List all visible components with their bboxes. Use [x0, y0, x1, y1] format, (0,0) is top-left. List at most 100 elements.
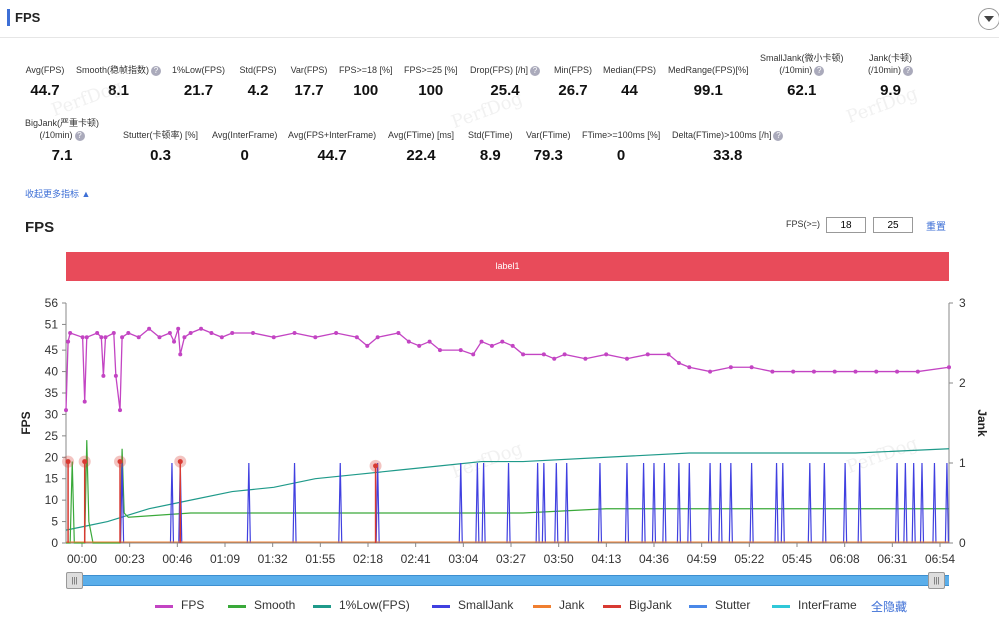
- metric-card: Smooth(稳帧指数)? 8.1: [76, 64, 162, 99]
- metric-value: 22.4: [406, 147, 436, 164]
- slider-track[interactable]: [66, 575, 949, 586]
- y2-tick-label: 0: [959, 536, 966, 550]
- metric-card: Std(FPS) 4.2: [238, 64, 278, 99]
- metric-value: 21.7: [183, 82, 214, 99]
- fps-point: [157, 335, 162, 340]
- legend-swatch: [155, 605, 173, 608]
- smalljank-spike: [564, 462, 569, 544]
- fps-point: [182, 335, 187, 340]
- collapse-metrics-link[interactable]: 收起更多指标 ▲: [25, 189, 91, 199]
- metric-card: Min(FPS) 26.7: [553, 64, 593, 99]
- fps-point: [199, 326, 204, 331]
- y-axis-title: FPS: [19, 411, 33, 434]
- time-range-slider[interactable]: ||| |||: [66, 572, 949, 589]
- collapse-button[interactable]: [978, 8, 999, 30]
- x-tick-label: 06:31: [877, 552, 907, 566]
- fps-point: [120, 335, 125, 340]
- metric-value: 0: [240, 147, 249, 164]
- metric-card: FTime>=100ms [%] 0: [582, 129, 660, 164]
- fps-point: [101, 373, 106, 378]
- fps-point: [271, 335, 276, 340]
- fps-series-line: [65, 327, 950, 411]
- smalljank-spike: [774, 462, 779, 544]
- metric-value: 62.1: [787, 82, 817, 99]
- help-icon[interactable]: ?: [773, 130, 784, 141]
- fps-point: [66, 339, 71, 344]
- metric-card: MedRange(FPS)[%] 99.1: [668, 64, 749, 99]
- bigjank-marker: [373, 463, 379, 469]
- metric-value: 0: [616, 147, 626, 164]
- metric-label: Avg(InterFrame): [212, 130, 278, 140]
- metric-value: 26.7: [558, 82, 588, 99]
- metric-value: 0.3: [150, 147, 171, 164]
- fps-point: [458, 348, 463, 353]
- smalljank-spike: [944, 462, 950, 544]
- x-tick-label: 04:13: [591, 552, 621, 566]
- fps-threshold-input-2[interactable]: [873, 217, 913, 233]
- smalljank-spike: [541, 462, 546, 544]
- help-icon[interactable]: ?: [74, 130, 85, 141]
- smalljank-spike: [919, 462, 925, 544]
- metric-value: 44.7: [317, 147, 347, 164]
- fps-point: [676, 361, 681, 365]
- fps-point: [437, 348, 442, 353]
- slider-right-handle[interactable]: |||: [928, 572, 945, 589]
- metric-label: Var(FTime): [526, 130, 571, 140]
- y2-tick-label: 3: [959, 296, 966, 310]
- smalljank-spike: [843, 462, 848, 544]
- title-accent-bar: [7, 9, 10, 26]
- fps-point: [172, 339, 177, 344]
- legend-label: SmallJank: [458, 598, 514, 612]
- metric-value: 4.2: [247, 82, 269, 99]
- metric-label: Std(FTime): [468, 130, 513, 140]
- fps-point: [708, 369, 713, 374]
- smalljank-spike: [780, 462, 785, 544]
- reset-button[interactable]: 重置: [926, 222, 946, 233]
- smalljank-spike: [728, 462, 733, 544]
- y-tick-label: 30: [45, 407, 59, 421]
- y-tick-label: 0: [51, 536, 58, 550]
- x-tick-label: 00:23: [115, 552, 145, 566]
- fps-point: [552, 356, 557, 361]
- x-tick-label: 04:59: [687, 552, 717, 566]
- metric-value: 79.3: [533, 147, 563, 164]
- fps-point: [95, 331, 100, 335]
- fps-point: [562, 352, 567, 357]
- metric-card: FPS>=18 [%] 100: [339, 64, 393, 99]
- y-tick-label: 10: [45, 493, 59, 507]
- smalljank-spike: [338, 462, 343, 544]
- metric-label: FTime>=100ms [%]: [582, 130, 661, 140]
- smalljank-spike: [624, 462, 630, 544]
- fps-point: [80, 335, 85, 340]
- fps-point: [666, 352, 671, 357]
- metric-label: Avg(FPS+InterFrame): [288, 130, 377, 140]
- metric-value: 33.8: [713, 147, 743, 164]
- metric-label: Avg(FTime) [ms]: [388, 130, 455, 140]
- fps-point: [178, 352, 183, 357]
- smalljank-spike: [687, 462, 692, 544]
- smalljank-spike: [903, 462, 908, 544]
- fps-chart[interactable]: 0 5 10 15 20 25 30 35 40 45 51 56 0 1 2 3 FPS Jank 00:00 00…: [0, 290, 999, 570]
- smalljank-spike: [458, 462, 463, 544]
- smalljank-spike: [676, 462, 682, 544]
- hide-all-button[interactable]: 全隐藏: [871, 600, 908, 614]
- help-icon[interactable]: ?: [814, 65, 825, 76]
- slider-left-handle[interactable]: |||: [66, 572, 83, 589]
- help-icon[interactable]: ?: [903, 65, 914, 76]
- x-tick-label: 02:41: [401, 552, 431, 566]
- metric-card: Stutter(卡顿率) [%] 0.3: [123, 129, 198, 164]
- fps-threshold-input-1[interactable]: [826, 217, 866, 233]
- fps-point: [136, 335, 141, 340]
- metric-label: Stutter(卡顿率) [%]: [123, 130, 199, 140]
- y2-axis-title: Jank: [975, 409, 989, 437]
- x-tick-label: 02:18: [353, 552, 383, 566]
- metric-label: Var(FPS): [290, 65, 328, 75]
- metric-value: 100: [418, 82, 444, 99]
- help-icon[interactable]: ?: [151, 65, 162, 76]
- label-band[interactable]: label1: [66, 252, 949, 281]
- fps-point: [113, 373, 118, 378]
- help-icon[interactable]: ?: [530, 65, 541, 76]
- fps-point: [292, 331, 297, 335]
- metric-label: Delta(FTime)>100ms [/h]?: [672, 129, 784, 141]
- legend-swatch: [689, 605, 707, 608]
